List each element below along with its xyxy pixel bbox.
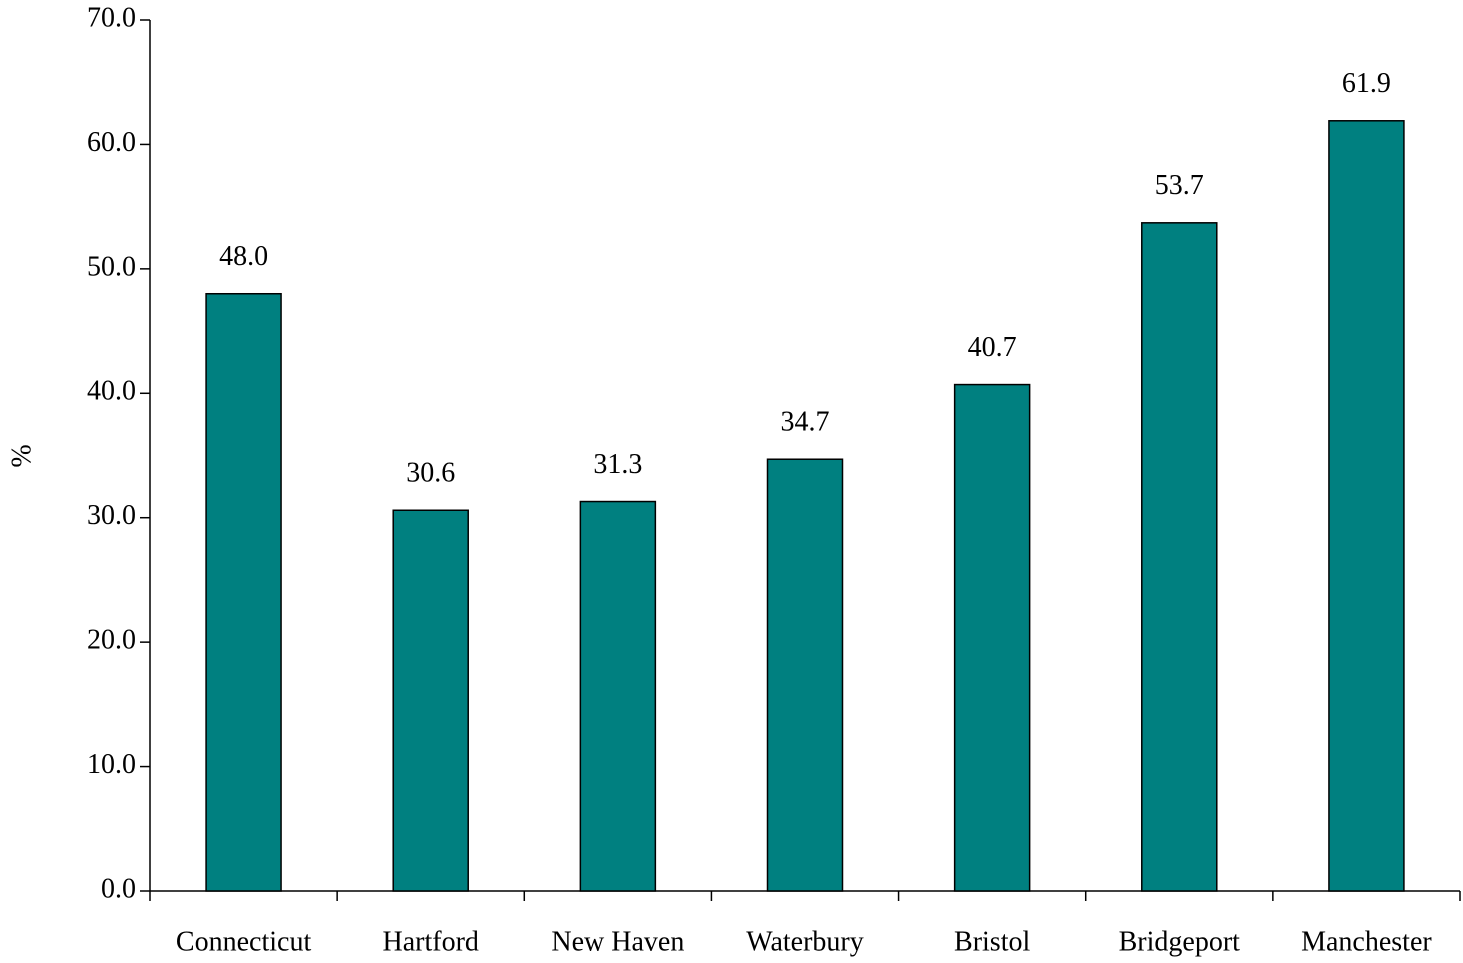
data-label: 30.6 [406,458,455,489]
data-label: 40.7 [968,332,1017,363]
x-tick-label: Bristol [954,926,1030,957]
x-tick-label: New Haven [551,926,684,957]
x-tick-label: Connecticut [176,926,312,957]
y-tick-label: 70.0 [87,2,136,33]
x-tick-label: Bridgeport [1119,926,1241,957]
y-tick-label: 0.0 [101,873,136,904]
data-label: 53.7 [1155,170,1204,201]
y-tick-label: 20.0 [87,625,136,656]
y-tick-label: 30.0 [87,500,136,531]
data-label: 34.7 [781,407,830,438]
x-tick-label: Hartford [383,926,479,957]
bar [1328,120,1405,892]
y-tick-label: 50.0 [87,251,136,282]
bar [953,383,1031,892]
x-tick-label: Manchester [1301,926,1432,957]
data-label: 61.9 [1342,68,1391,99]
data-label: 31.3 [593,449,642,480]
y-tick-label: 60.0 [87,127,136,158]
data-label: 48.0 [219,241,268,272]
bar [392,509,469,892]
y-tick-label: 40.0 [87,376,136,407]
bar [579,500,657,892]
bar [1141,222,1218,892]
bar [205,292,282,892]
bar [766,458,844,892]
x-tick-label: Waterbury [746,926,863,957]
y-axis-label: % [6,444,37,467]
y-tick-label: 10.0 [87,749,136,780]
